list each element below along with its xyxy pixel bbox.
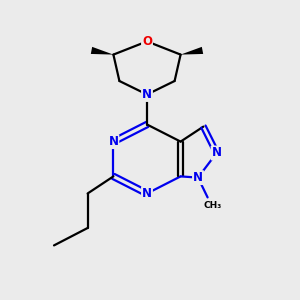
Text: N: N xyxy=(142,88,152,101)
Text: N: N xyxy=(108,135,118,148)
Text: CH₃: CH₃ xyxy=(204,201,222,210)
Polygon shape xyxy=(91,47,113,55)
Text: O: O xyxy=(142,35,152,48)
Text: N: N xyxy=(193,171,203,184)
Text: N: N xyxy=(142,187,152,200)
Polygon shape xyxy=(181,47,203,55)
Text: N: N xyxy=(212,146,222,160)
